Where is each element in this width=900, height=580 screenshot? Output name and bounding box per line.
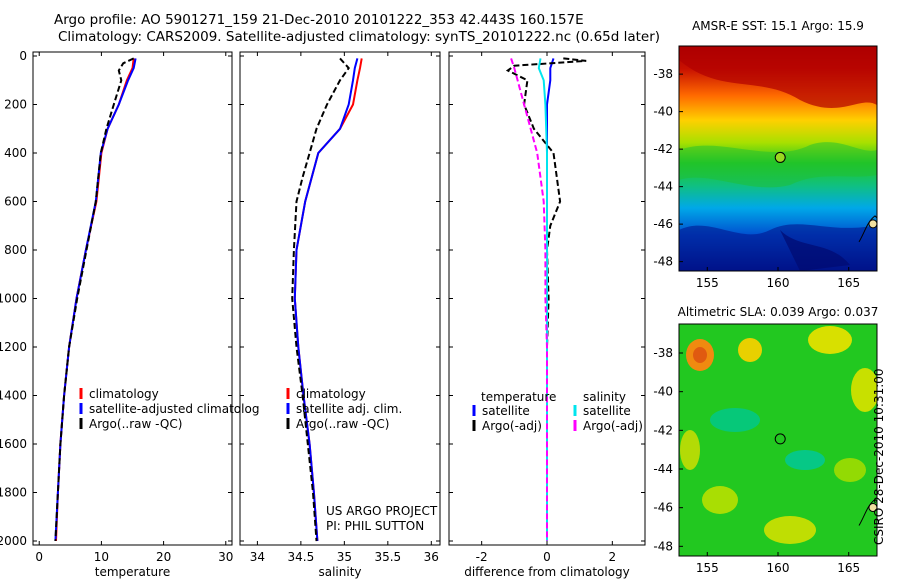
map-y-tick-label: -44 xyxy=(653,462,673,476)
plot-frame-1 xyxy=(32,51,233,546)
map-x-tick-label: 160 xyxy=(767,276,790,290)
sst-heatmap xyxy=(679,46,877,271)
series-line-argo-raw-qc- xyxy=(54,57,135,542)
coastline xyxy=(858,215,878,243)
coastline xyxy=(858,498,878,526)
legend-label: climatology xyxy=(89,387,159,401)
map-y-tick-label: -42 xyxy=(653,142,673,156)
series-line-satellite-adj-clim- xyxy=(293,58,359,542)
map-x-tick-label: 155 xyxy=(696,561,719,575)
x-tick-label: 34 xyxy=(250,550,265,564)
map-y-tick-label: -48 xyxy=(653,255,673,269)
sla-heatmap xyxy=(679,324,877,556)
x-tick-label: 20 xyxy=(156,550,171,564)
y-tick-label: 0 xyxy=(19,49,27,63)
y-tick-label: 1400 xyxy=(0,389,27,403)
argo-location-marker xyxy=(774,151,786,163)
legend-label: satellite xyxy=(583,404,631,418)
y-tick-label: 400 xyxy=(4,146,27,160)
map-y-tick-label: -38 xyxy=(653,346,673,360)
y-tick-label: 200 xyxy=(4,98,27,112)
map-y-tick-label: -40 xyxy=(653,385,673,399)
legend-header-temperature: temperature xyxy=(481,390,556,404)
y-tick-label: 1600 xyxy=(0,437,27,451)
map-title-1: AMSR-E SST: 15.1 Argo: 15.9 xyxy=(692,19,864,33)
legend-label: Argo(..raw -QC) xyxy=(89,417,182,431)
map-y-tick-label: -48 xyxy=(653,539,673,553)
x-tick-label: 35.5 xyxy=(374,550,401,564)
y-tick-label: 600 xyxy=(4,195,27,209)
legend-label: climatology xyxy=(296,387,366,401)
map-y-tick-label: -40 xyxy=(653,105,673,119)
x-tick-label: -2 xyxy=(476,550,488,564)
x-tick-label: 2 xyxy=(609,550,617,564)
timestamp-side-label: CSIRO 28-Dec-2010 10:31:00 xyxy=(872,368,886,545)
map-title-2: Altimetric SLA: 0.039 Argo: 0.037 xyxy=(678,305,879,319)
y-tick-label: 800 xyxy=(4,243,27,257)
series-line-satellite-adjusted-climatolog xyxy=(54,58,137,542)
x-tick-label: 0 xyxy=(543,550,551,564)
x-axis-label: difference from climatology xyxy=(464,565,630,579)
legend-label: Argo(-adj) xyxy=(482,419,542,433)
map-y-tick-label: -44 xyxy=(653,180,673,194)
figure-title-line2: Climatology: CARS2009. Satellite-adjuste… xyxy=(58,29,661,45)
series-line-climatology xyxy=(293,58,363,542)
legend-label: satellite adj. clim. xyxy=(296,402,402,416)
map-y-tick-label: -42 xyxy=(653,423,673,437)
x-tick-label: 35 xyxy=(337,550,352,564)
x-tick-label: 30 xyxy=(218,550,233,564)
legend-label: Argo(..raw -QC) xyxy=(296,417,389,431)
x-tick-label: 0 xyxy=(35,550,43,564)
y-tick-label: 2000 xyxy=(0,534,27,548)
series-line-climatology xyxy=(55,58,135,542)
y-tick-label: 1000 xyxy=(0,292,27,306)
legend-label: satellite xyxy=(482,404,530,418)
map-x-tick-label: 155 xyxy=(696,276,719,290)
legend-label: satellite-adjusted climatolog xyxy=(89,402,259,416)
y-tick-label: 1800 xyxy=(0,486,27,500)
map-x-tick-label: 165 xyxy=(837,276,860,290)
map-y-tick-label: -46 xyxy=(653,217,673,231)
map-x-tick-label: 165 xyxy=(837,561,860,575)
x-axis-label: salinity xyxy=(318,565,361,579)
annotation-pi: PI: PHIL SUTTON xyxy=(326,519,424,533)
x-tick-label: 10 xyxy=(94,550,109,564)
x-tick-label: 36 xyxy=(424,550,439,564)
coastline-island xyxy=(868,503,878,513)
legend-header-salinity: salinity xyxy=(583,390,626,404)
x-tick-label: 34.5 xyxy=(288,550,315,564)
argo-location-marker xyxy=(774,433,786,445)
legend-label: Argo(-adj) xyxy=(583,419,643,433)
map-y-tick-label: -38 xyxy=(653,67,673,81)
y-tick-label: 1200 xyxy=(0,340,27,354)
series-line-argo-adj- xyxy=(510,58,548,541)
x-axis-label: temperature xyxy=(95,565,170,579)
coastline-island xyxy=(868,219,878,229)
annotation-project: US ARGO PROJECT xyxy=(326,504,438,518)
figure-title-line1: Argo profile: AO 5901271_159 21-Dec-2010… xyxy=(54,12,584,28)
map-x-tick-label: 160 xyxy=(767,561,790,575)
series-line-argo-raw-qc- xyxy=(291,57,350,542)
map-y-tick-label: -46 xyxy=(653,501,673,515)
